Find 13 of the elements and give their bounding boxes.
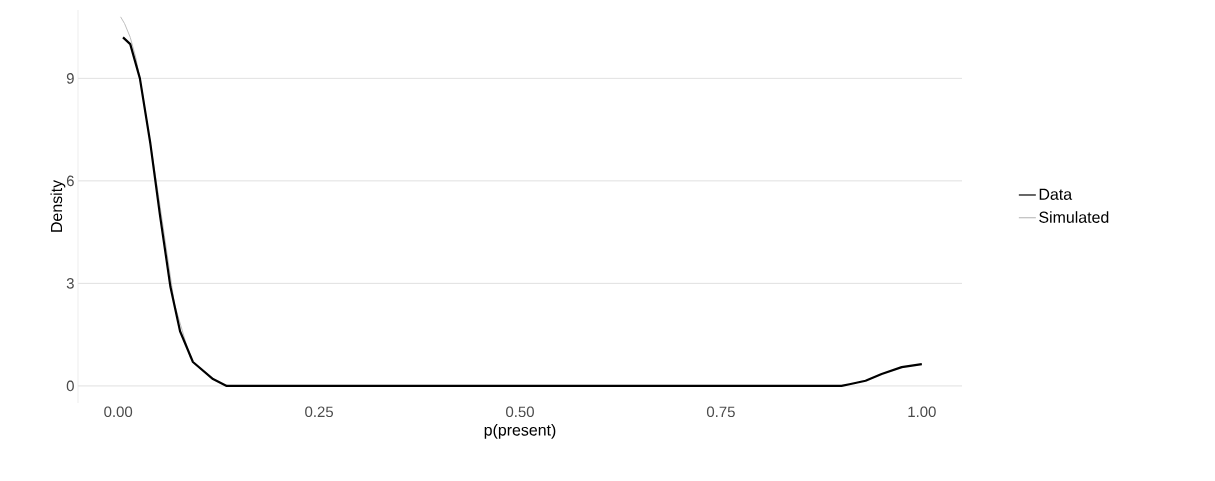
y-tick-label: 0	[66, 380, 74, 392]
x-tick-label: 0.50	[506, 406, 534, 418]
x-tick-label: 0.25	[305, 406, 334, 418]
y-tick-label: 9	[66, 73, 74, 84]
y-tick-label: 6	[66, 175, 74, 187]
x-tick-label: 0.00	[104, 406, 133, 418]
y-axis-title: Density	[50, 179, 66, 232]
x-tick-label: 0.75	[706, 406, 735, 418]
x-axis-title: p(present)	[484, 423, 556, 439]
legend-label: Data	[1039, 188, 1073, 200]
legend-label: Simulated	[1039, 211, 1109, 223]
x-tick-label: 1.00	[908, 406, 936, 418]
y-tick-label: 3	[66, 278, 74, 289]
